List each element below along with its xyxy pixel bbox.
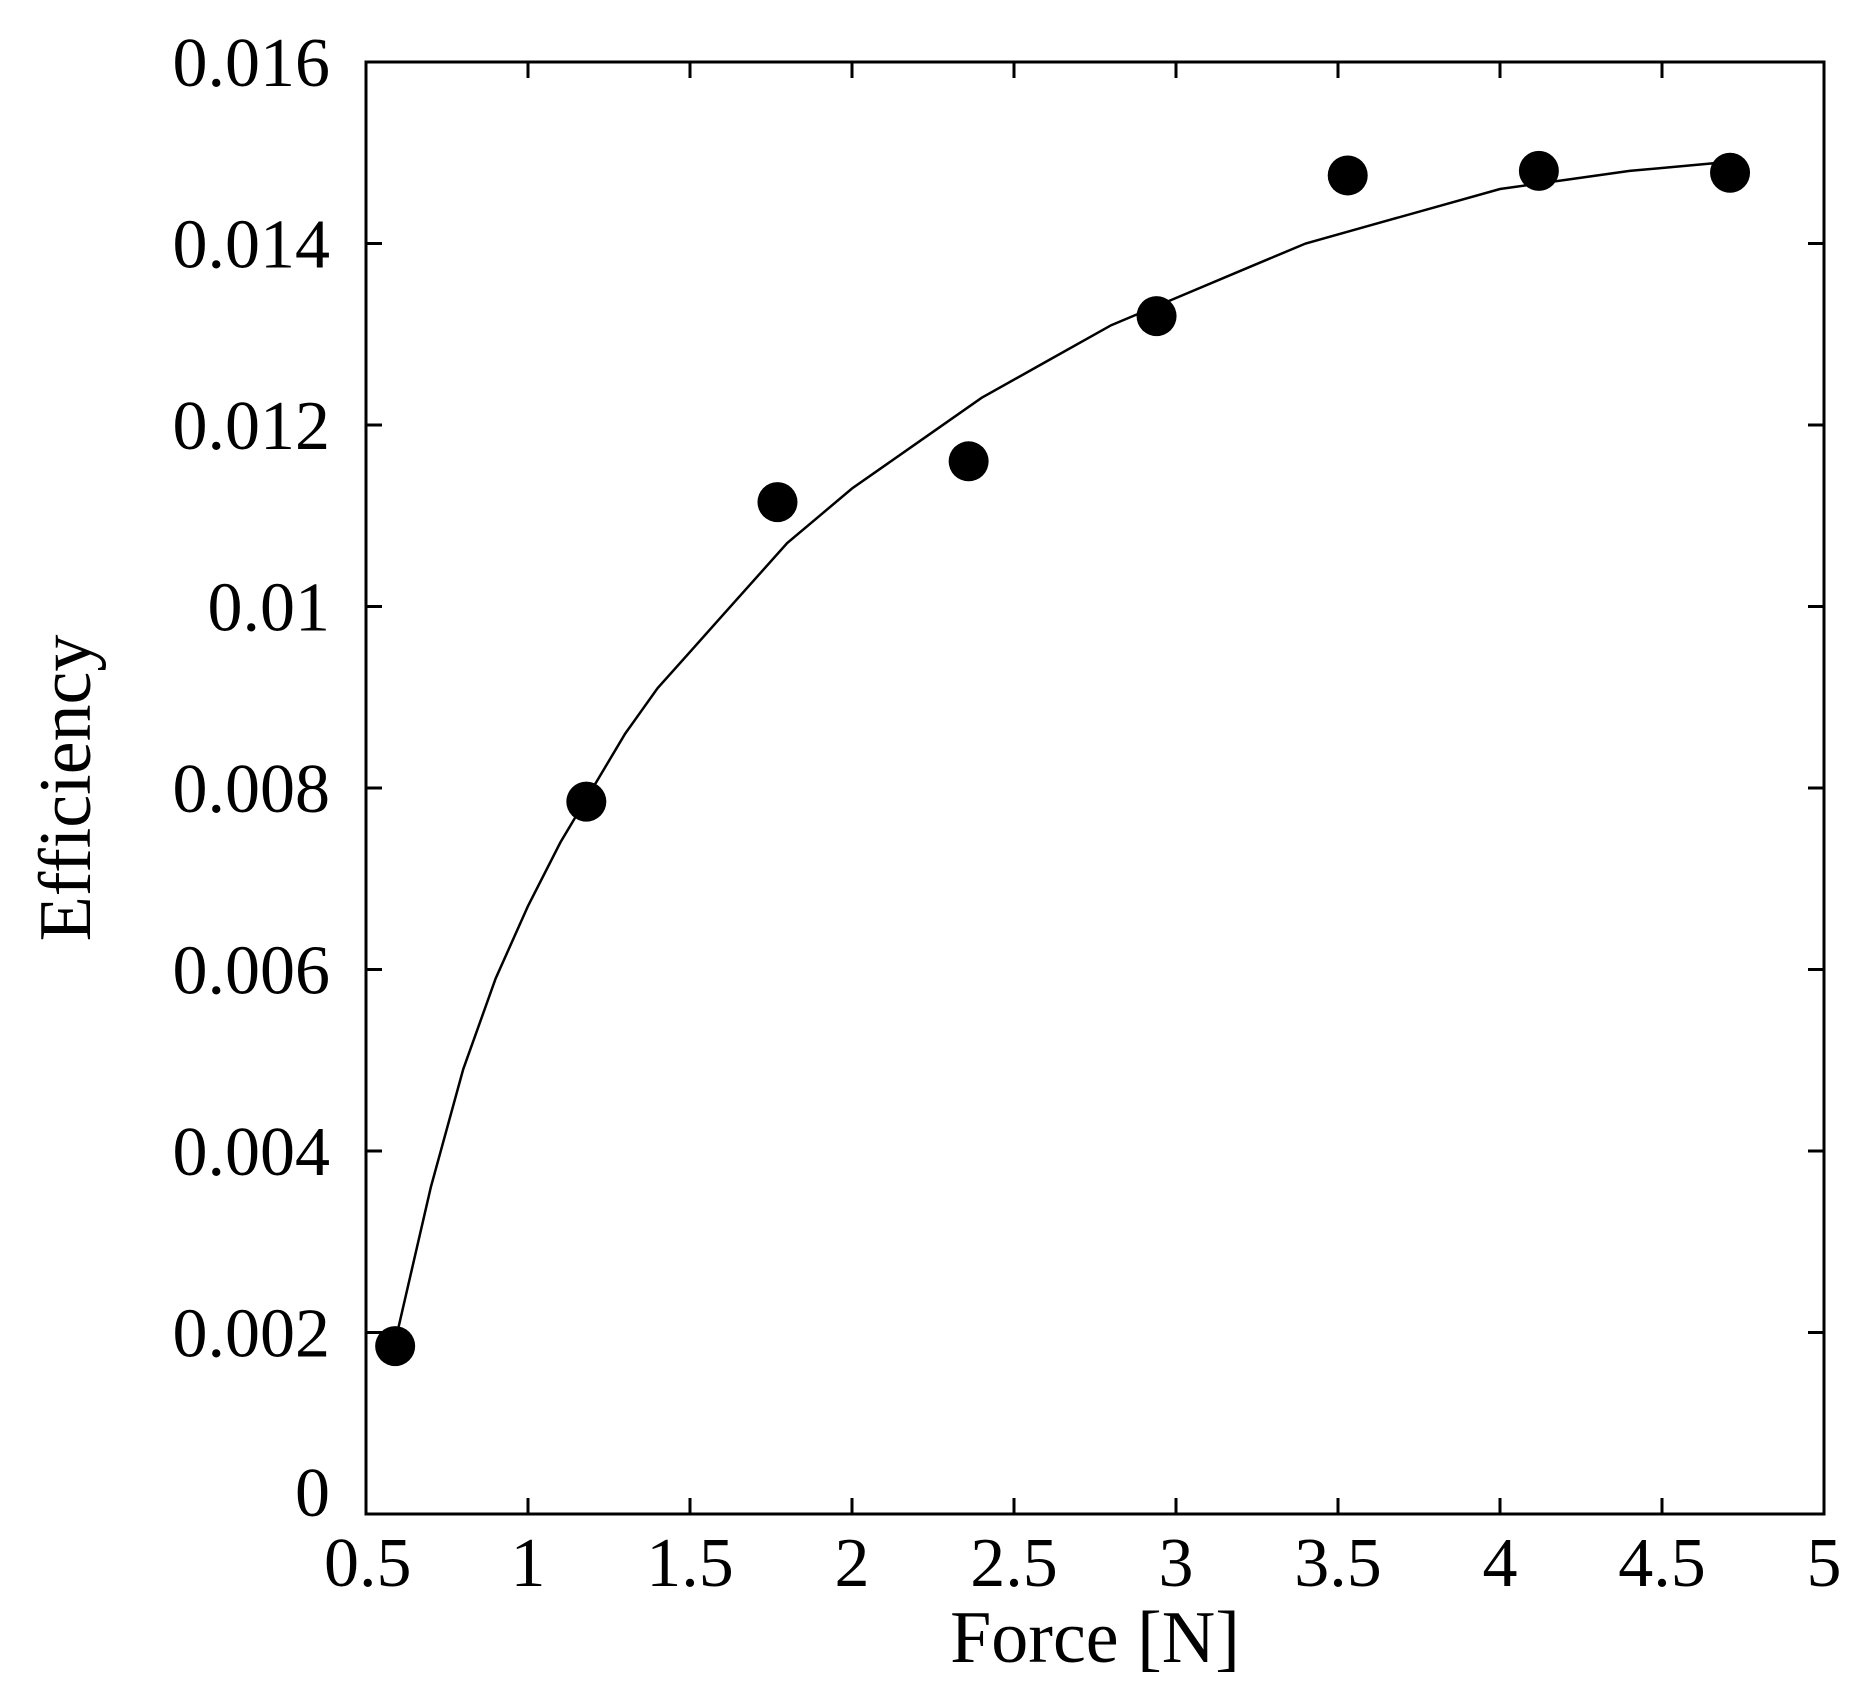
data-point bbox=[1518, 150, 1559, 191]
y-tick-label: 0 bbox=[295, 1455, 330, 1532]
data-point bbox=[948, 441, 989, 482]
y-tick-label: 0.016 bbox=[173, 25, 331, 102]
x-tick-label: 1 bbox=[511, 1525, 546, 1602]
x-tick-label: 4.5 bbox=[1618, 1525, 1706, 1602]
data-point bbox=[375, 1326, 416, 1367]
x-tick-label: 3.5 bbox=[1294, 1525, 1382, 1602]
y-tick-label: 0.01 bbox=[208, 570, 331, 647]
y-tick-labels: 0 0.002 0.004 0.006 0.008 0.01 0.012 0.014 0.016 bbox=[173, 25, 331, 1532]
y-tick-label: 0.014 bbox=[173, 207, 331, 284]
data-point bbox=[757, 482, 798, 523]
data-point bbox=[1710, 152, 1751, 193]
data-points bbox=[375, 150, 1751, 1367]
x-axis-title: Force [N] bbox=[950, 1597, 1240, 1679]
data-point bbox=[1327, 155, 1368, 196]
x-tick-label: 1.5 bbox=[646, 1525, 734, 1602]
x-tick-label: 3 bbox=[1159, 1525, 1194, 1602]
plot-frame bbox=[364, 60, 1826, 1516]
y-tick-label: 0.004 bbox=[173, 1114, 331, 1191]
x-tick-labels: 0.5 1 1.5 2 2.5 3 3.5 4 4.5 5 bbox=[324, 1525, 1842, 1602]
x-tick-label: 0.5 bbox=[324, 1525, 412, 1602]
x-tick-label: 2.5 bbox=[970, 1525, 1058, 1602]
y-tick-label: 0.008 bbox=[173, 751, 331, 828]
y-tick-label: 0.002 bbox=[173, 1296, 331, 1373]
data-point bbox=[1136, 296, 1177, 337]
fit-curve bbox=[393, 160, 1731, 1342]
data-point bbox=[566, 781, 607, 822]
fit-curve-layer bbox=[393, 160, 1731, 1342]
y-tick-label: 0.006 bbox=[173, 933, 331, 1010]
y-axis-title: Efficiency bbox=[25, 635, 107, 942]
x-tick-label: 2 bbox=[835, 1525, 870, 1602]
y-tick-label: 0.012 bbox=[173, 388, 331, 465]
x-tick-label: 5 bbox=[1807, 1525, 1842, 1602]
x-tick-label: 4 bbox=[1483, 1525, 1518, 1602]
